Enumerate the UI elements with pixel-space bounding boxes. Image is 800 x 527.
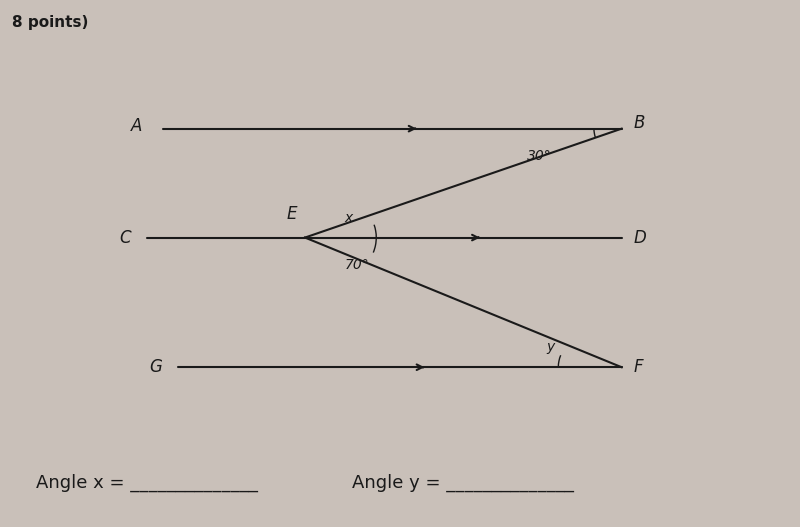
Text: D: D <box>634 229 646 247</box>
Text: Angle y = ______________: Angle y = ______________ <box>353 473 574 492</box>
Text: Angle x = ______________: Angle x = ______________ <box>36 473 258 492</box>
Text: C: C <box>119 229 131 247</box>
Text: F: F <box>634 358 643 376</box>
Text: 8 points): 8 points) <box>12 15 89 30</box>
Text: 30°: 30° <box>526 149 551 163</box>
Text: G: G <box>150 358 162 376</box>
Text: B: B <box>634 114 645 132</box>
Text: E: E <box>286 205 297 223</box>
Text: y: y <box>546 340 554 354</box>
Text: x: x <box>345 211 353 225</box>
Text: A: A <box>131 117 142 135</box>
Text: 70°: 70° <box>345 258 370 272</box>
